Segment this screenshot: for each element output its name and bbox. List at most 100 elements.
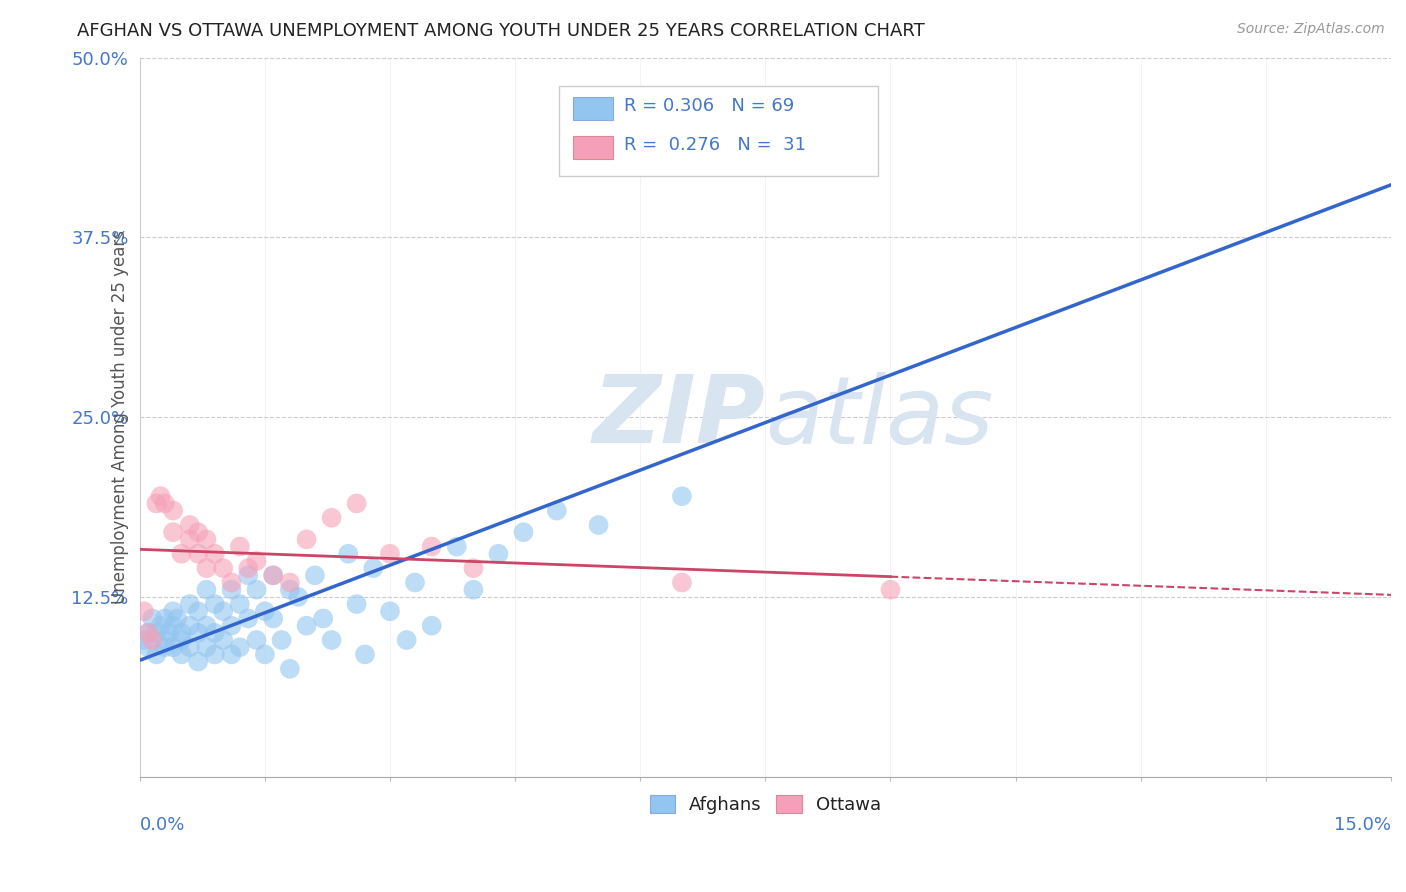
Point bbox=[195, 561, 218, 575]
Point bbox=[204, 597, 226, 611]
Point bbox=[153, 640, 176, 655]
Point bbox=[221, 618, 243, 632]
Point bbox=[136, 625, 159, 640]
Point bbox=[229, 540, 252, 554]
Text: ZIP: ZIP bbox=[592, 371, 765, 463]
Point bbox=[187, 547, 209, 561]
Point bbox=[221, 575, 243, 590]
Point bbox=[162, 604, 184, 618]
Point bbox=[253, 604, 276, 618]
Point bbox=[546, 503, 568, 517]
Point bbox=[221, 648, 243, 662]
Point bbox=[162, 525, 184, 540]
Point bbox=[354, 648, 377, 662]
Point bbox=[221, 582, 243, 597]
Point bbox=[287, 590, 309, 604]
Point bbox=[420, 540, 443, 554]
Point bbox=[145, 496, 167, 510]
Point bbox=[404, 575, 426, 590]
Point bbox=[136, 640, 159, 655]
Point bbox=[145, 648, 167, 662]
Point bbox=[179, 533, 201, 547]
FancyBboxPatch shape bbox=[572, 96, 613, 120]
Point bbox=[337, 547, 360, 561]
Point bbox=[278, 582, 301, 597]
Point bbox=[420, 618, 443, 632]
Point bbox=[187, 655, 209, 669]
Point bbox=[245, 554, 267, 568]
Legend: Afghans, Ottawa: Afghans, Ottawa bbox=[643, 789, 889, 822]
Point bbox=[446, 540, 468, 554]
Point bbox=[187, 525, 209, 540]
Point bbox=[170, 547, 193, 561]
FancyBboxPatch shape bbox=[560, 87, 877, 177]
FancyBboxPatch shape bbox=[572, 136, 613, 159]
Point bbox=[463, 561, 485, 575]
Point bbox=[463, 582, 485, 597]
Text: 0.0%: 0.0% bbox=[139, 816, 186, 834]
Point bbox=[149, 618, 172, 632]
Point bbox=[262, 611, 284, 625]
Point bbox=[141, 611, 163, 625]
Point bbox=[179, 640, 201, 655]
Point bbox=[170, 625, 193, 640]
Point bbox=[378, 547, 401, 561]
Point bbox=[153, 496, 176, 510]
Point bbox=[486, 547, 509, 561]
Y-axis label: Unemployment Among Youth under 25 years: Unemployment Among Youth under 25 years bbox=[111, 230, 128, 604]
Point bbox=[179, 597, 201, 611]
Point bbox=[162, 503, 184, 517]
Point bbox=[238, 568, 260, 582]
Point bbox=[153, 611, 176, 625]
Point bbox=[132, 633, 155, 648]
Point bbox=[378, 604, 401, 618]
Point bbox=[262, 568, 284, 582]
Point bbox=[312, 611, 335, 625]
Point bbox=[141, 633, 163, 648]
Point bbox=[212, 561, 235, 575]
Point bbox=[153, 633, 176, 648]
Point bbox=[245, 582, 267, 597]
Point bbox=[136, 625, 159, 640]
Point bbox=[145, 625, 167, 640]
Point bbox=[179, 518, 201, 533]
Point bbox=[195, 533, 218, 547]
Point bbox=[204, 625, 226, 640]
Point bbox=[132, 604, 155, 618]
Point bbox=[157, 625, 180, 640]
Point bbox=[278, 575, 301, 590]
Point bbox=[149, 489, 172, 503]
Point bbox=[212, 633, 235, 648]
Point bbox=[179, 618, 201, 632]
Point bbox=[166, 611, 188, 625]
Point bbox=[212, 604, 235, 618]
Point bbox=[295, 618, 318, 632]
Point bbox=[204, 547, 226, 561]
Text: Source: ZipAtlas.com: Source: ZipAtlas.com bbox=[1237, 22, 1385, 37]
Point bbox=[195, 582, 218, 597]
Point bbox=[170, 633, 193, 648]
Point bbox=[838, 136, 860, 151]
Point bbox=[238, 561, 260, 575]
Text: atlas: atlas bbox=[765, 372, 994, 463]
Point bbox=[229, 640, 252, 655]
Text: R =  0.276   N =  31: R = 0.276 N = 31 bbox=[624, 136, 806, 154]
Point bbox=[346, 597, 368, 611]
Point bbox=[187, 604, 209, 618]
Point bbox=[162, 640, 184, 655]
Point bbox=[321, 510, 343, 524]
Point bbox=[162, 618, 184, 632]
Text: 15.0%: 15.0% bbox=[1334, 816, 1391, 834]
Point bbox=[195, 640, 218, 655]
Point bbox=[187, 625, 209, 640]
Point bbox=[253, 648, 276, 662]
Point bbox=[588, 518, 610, 533]
Point bbox=[170, 648, 193, 662]
Point bbox=[262, 568, 284, 582]
Point bbox=[512, 525, 534, 540]
Point bbox=[204, 648, 226, 662]
Point bbox=[346, 496, 368, 510]
Point bbox=[278, 662, 301, 676]
Point bbox=[295, 533, 318, 547]
Point bbox=[363, 561, 385, 575]
